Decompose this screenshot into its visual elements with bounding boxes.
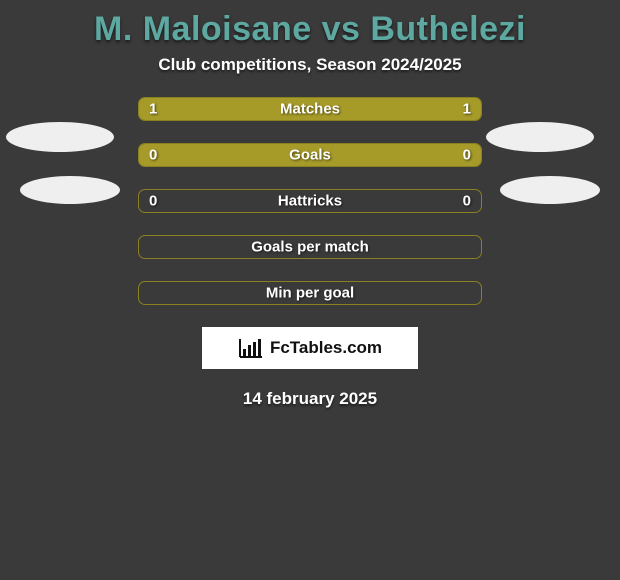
- stat-row: 1 1 Matches: [0, 97, 620, 121]
- left-value: 0: [149, 193, 157, 210]
- stat-label: Matches: [280, 101, 340, 118]
- stat-row: Goals per match: [0, 235, 620, 259]
- comparison-rows: 1 1 Matches 0 0 Goals 0 0 Hattricks Goals per mat…: [0, 97, 620, 305]
- right-value: 1: [463, 101, 471, 118]
- stat-row: 0 0 Goals: [0, 143, 620, 167]
- date-label: 14 february 2025: [0, 389, 620, 409]
- right-value: 0: [463, 147, 471, 164]
- bar-container: Goals per match: [138, 235, 482, 259]
- page-title: M. Maloisane vs Buthelezi: [0, 0, 620, 55]
- bar-chart-icon: [238, 337, 264, 359]
- stat-label: Goals: [289, 147, 331, 164]
- brand-box[interactable]: FcTables.com: [202, 327, 418, 369]
- stat-label: Goals per match: [251, 239, 369, 256]
- stat-row: Min per goal: [0, 281, 620, 305]
- stat-label: Min per goal: [266, 285, 354, 302]
- stat-label: Hattricks: [278, 193, 342, 210]
- bar-container: 0 0 Hattricks: [138, 189, 482, 213]
- stat-row: 0 0 Hattricks: [0, 189, 620, 213]
- bar-container: 0 0 Goals: [138, 143, 482, 167]
- left-value: 0: [149, 147, 157, 164]
- bar-right-fill: [310, 144, 481, 166]
- bar-container: Min per goal: [138, 281, 482, 305]
- bar-container: 1 1 Matches: [138, 97, 482, 121]
- brand-text: FcTables.com: [270, 338, 382, 358]
- right-value: 0: [463, 193, 471, 210]
- left-value: 1: [149, 101, 157, 118]
- page-subtitle: Club competitions, Season 2024/2025: [0, 55, 620, 97]
- bar-left-fill: [139, 144, 310, 166]
